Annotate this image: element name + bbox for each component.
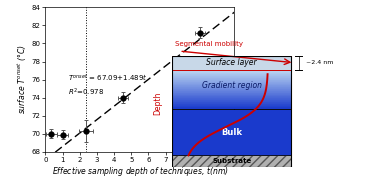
Bar — [172, 74, 291, 75]
Bar — [172, 73, 291, 74]
Text: ~2.4 nm: ~2.4 nm — [306, 60, 333, 65]
Bar — [172, 103, 291, 104]
Bar — [172, 75, 291, 76]
Bar — [172, 71, 291, 72]
Bar — [172, 107, 291, 108]
Text: Gradient region: Gradient region — [201, 81, 262, 90]
Bar — [172, 73, 291, 74]
Bar — [172, 101, 291, 102]
Bar — [172, 83, 291, 84]
Bar — [172, 101, 291, 102]
Bar — [172, 91, 291, 92]
Bar — [172, 94, 291, 95]
Bar — [172, 106, 291, 107]
Bar — [172, 81, 291, 82]
Bar — [172, 79, 291, 80]
Bar — [172, 108, 291, 109]
Y-axis label: surface $T^{onset}$ (°C): surface $T^{onset}$ (°C) — [15, 45, 29, 114]
Bar — [172, 102, 291, 103]
Text: Substrate: Substrate — [212, 158, 251, 164]
Bar — [172, 70, 291, 109]
Bar — [172, 84, 291, 85]
Bar — [172, 80, 291, 81]
Text: Bulk: Bulk — [221, 128, 242, 137]
Bar — [172, 109, 291, 155]
Bar — [172, 86, 291, 87]
Text: Segmental mobility: Segmental mobility — [175, 41, 243, 47]
Bar — [172, 95, 291, 96]
Bar — [172, 90, 291, 91]
Bar — [172, 78, 291, 79]
Bar — [172, 77, 291, 78]
Bar — [172, 72, 291, 73]
Bar — [172, 56, 291, 70]
Bar — [172, 79, 291, 80]
Bar — [172, 103, 291, 104]
Bar — [172, 70, 291, 71]
Bar — [172, 88, 291, 89]
Bar — [172, 88, 291, 89]
Bar — [172, 155, 291, 167]
Bar — [172, 81, 291, 82]
Bar — [172, 99, 291, 100]
Bar — [172, 85, 291, 86]
Bar — [172, 82, 291, 83]
Bar — [172, 90, 291, 91]
Bar — [172, 77, 291, 78]
Text: Depth: Depth — [153, 92, 162, 115]
Text: Surface layer: Surface layer — [206, 58, 257, 67]
Bar — [172, 104, 291, 105]
Bar — [172, 99, 291, 100]
Bar — [172, 97, 291, 98]
Bar — [172, 56, 291, 166]
Bar — [172, 100, 291, 101]
Bar — [172, 95, 291, 96]
X-axis label: Effective sampling depth of techniques, $t$(nm): Effective sampling depth of techniques, … — [51, 165, 228, 178]
Bar — [172, 87, 291, 88]
Bar — [172, 89, 291, 90]
Bar — [172, 155, 291, 167]
Bar — [172, 72, 291, 73]
Bar — [172, 97, 291, 98]
Bar — [172, 96, 291, 97]
Bar — [172, 75, 291, 76]
Bar — [172, 105, 291, 106]
Bar — [172, 92, 291, 93]
Bar — [172, 93, 291, 94]
Bar — [172, 98, 291, 99]
Text: $T^{onset}$ = 67.09+1.489$t$
$R^2$=0.978: $T^{onset}$ = 67.09+1.489$t$ $R^2$=0.978 — [68, 72, 147, 98]
Bar — [172, 76, 291, 77]
Bar — [172, 94, 291, 95]
Bar — [172, 86, 291, 87]
